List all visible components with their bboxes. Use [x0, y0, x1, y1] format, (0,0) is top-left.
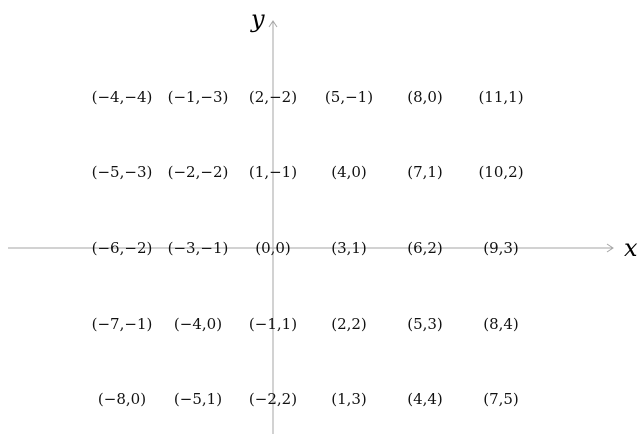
grid-point-label: (−1,−3) [168, 88, 229, 106]
x-axis-label: x [624, 234, 638, 262]
grid-point-label: (−4,−4) [92, 88, 153, 106]
grid-point-label: (−8,0) [98, 390, 146, 408]
grid-point-label: (−2,2) [249, 390, 297, 408]
grid-point-label: (4,0) [331, 163, 367, 181]
x-axis [8, 243, 614, 253]
grid-point-label: (−5,−3) [92, 163, 153, 181]
grid-point-label: (10,2) [478, 163, 523, 181]
grid-point-label: (−4,0) [174, 315, 222, 333]
grid-point-label: (−1,1) [249, 315, 297, 333]
grid-point-label: (7,5) [483, 390, 519, 408]
grid-point-label: (9,3) [483, 239, 519, 257]
grid-point-label: (−3,−1) [168, 239, 229, 257]
grid-point-label: (3,1) [331, 239, 367, 257]
grid-point-label: (−7,−1) [92, 315, 153, 333]
grid-point-label: (−5,1) [174, 390, 222, 408]
grid-point-label: (1,3) [331, 390, 367, 408]
grid-point-label: (11,1) [478, 88, 523, 106]
grid-point-label: (2,−2) [249, 88, 297, 106]
grid-point-label: (5,3) [407, 315, 443, 333]
y-axis [268, 20, 278, 434]
grid-point-label: (8,0) [407, 88, 443, 106]
grid-point-label: (6,2) [407, 239, 443, 257]
y-axis-label: y [250, 5, 265, 33]
grid-point-label: (8,4) [483, 315, 519, 333]
grid-point-label: (−6,−2) [92, 239, 153, 257]
grid-point-label: (2,2) [331, 315, 367, 333]
grid-point-label: (4,4) [407, 390, 443, 408]
grid-point-label: (−2,−2) [168, 163, 229, 181]
grid-point-label: (1,−1) [249, 163, 297, 181]
grid-point-label: (0,0) [255, 239, 291, 257]
grid-point-label: (5,−1) [325, 88, 373, 106]
grid-point-labels: (−4,−4) (−1,−3) (2,−2) (5,−1) (8,0) (11,1) (−5… [92, 88, 524, 408]
grid-point-label: (7,1) [407, 163, 443, 181]
